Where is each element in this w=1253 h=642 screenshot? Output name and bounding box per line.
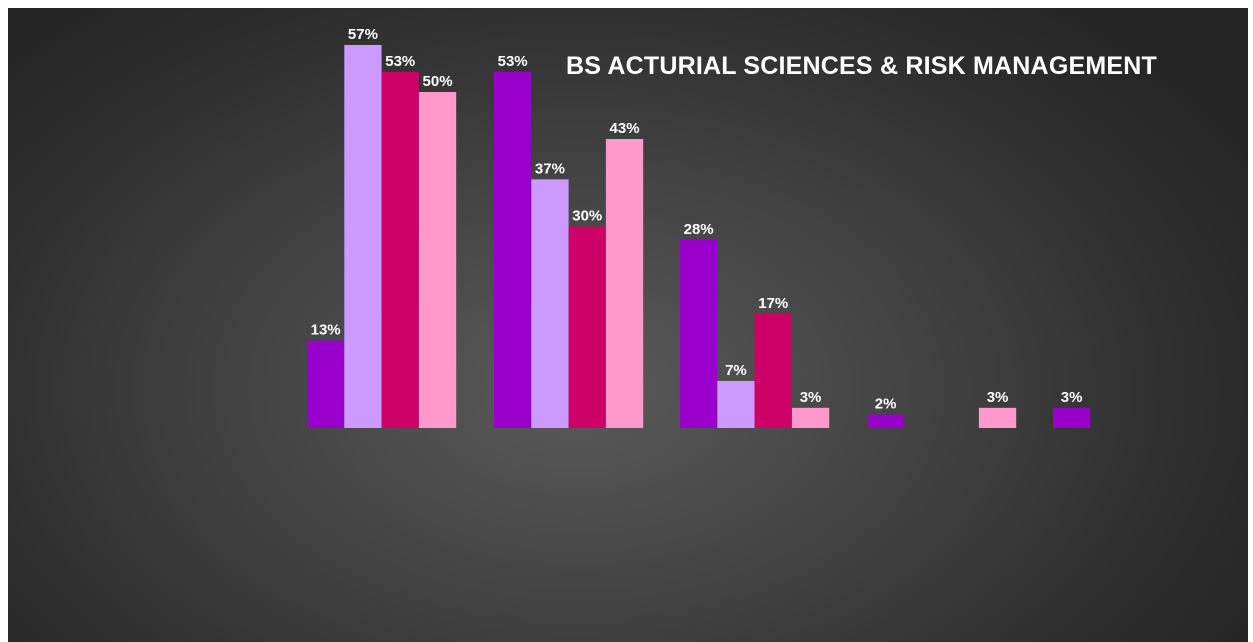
bar-s2-g3 [717,380,755,428]
data-label-s2-g1: 57% [348,26,378,43]
bar-s1-g2 [494,71,532,428]
data-label-s1-g4: 2% [875,396,897,413]
data-label-s2-g2: 37% [535,160,565,177]
bar-s2-g2 [531,179,569,428]
data-label-s1-g5: 3% [1061,389,1083,406]
data-label-s1-g2: 53% [498,53,528,70]
bar-s4-g2 [605,139,644,429]
bar-s1-g4 [867,414,905,428]
bar-chart: 13% 57% 53% 50% 53% 37% 30% 43% 28% 7% 17% 3% 2% 3% 3% [307,26,1091,429]
bar-s3-g3 [754,313,792,428]
bar-s1-g3 [680,239,718,428]
data-label-s1-g1: 13% [311,322,341,339]
data-label-s4-g4: 3% [987,389,1009,406]
data-label-s3-g3: 17% [758,295,788,312]
bar-s2-g1 [344,44,382,429]
bar-s3-g2 [568,226,606,428]
chart-area: 13% 57% 53% 50% 53% 37% 30% 43% 28% 7% 17% 3% 2% 3% 3%… [8,8,1248,642]
bar-s1-g5 [1053,407,1091,428]
bar-s4-g3 [791,407,830,428]
bar-s3-g1 [381,71,419,428]
data-label-s4-g2: 43% [610,120,640,137]
data-label-s4-g3: 3% [800,389,822,406]
bar-s4-g4 [978,407,1017,428]
data-label-s3-g1: 53% [385,53,415,70]
chart-title: BS ACTURIAL SCIENCES & RISK MANAGEMENT [566,52,1157,80]
data-label-s4-g1: 50% [423,73,453,90]
bar-s4-g1 [418,92,457,428]
data-label-s1-g3: 28% [684,221,714,238]
data-label-s2-g3: 7% [725,362,747,379]
bar-s1-g1 [307,340,345,428]
data-label-s3-g2: 30% [572,207,602,224]
